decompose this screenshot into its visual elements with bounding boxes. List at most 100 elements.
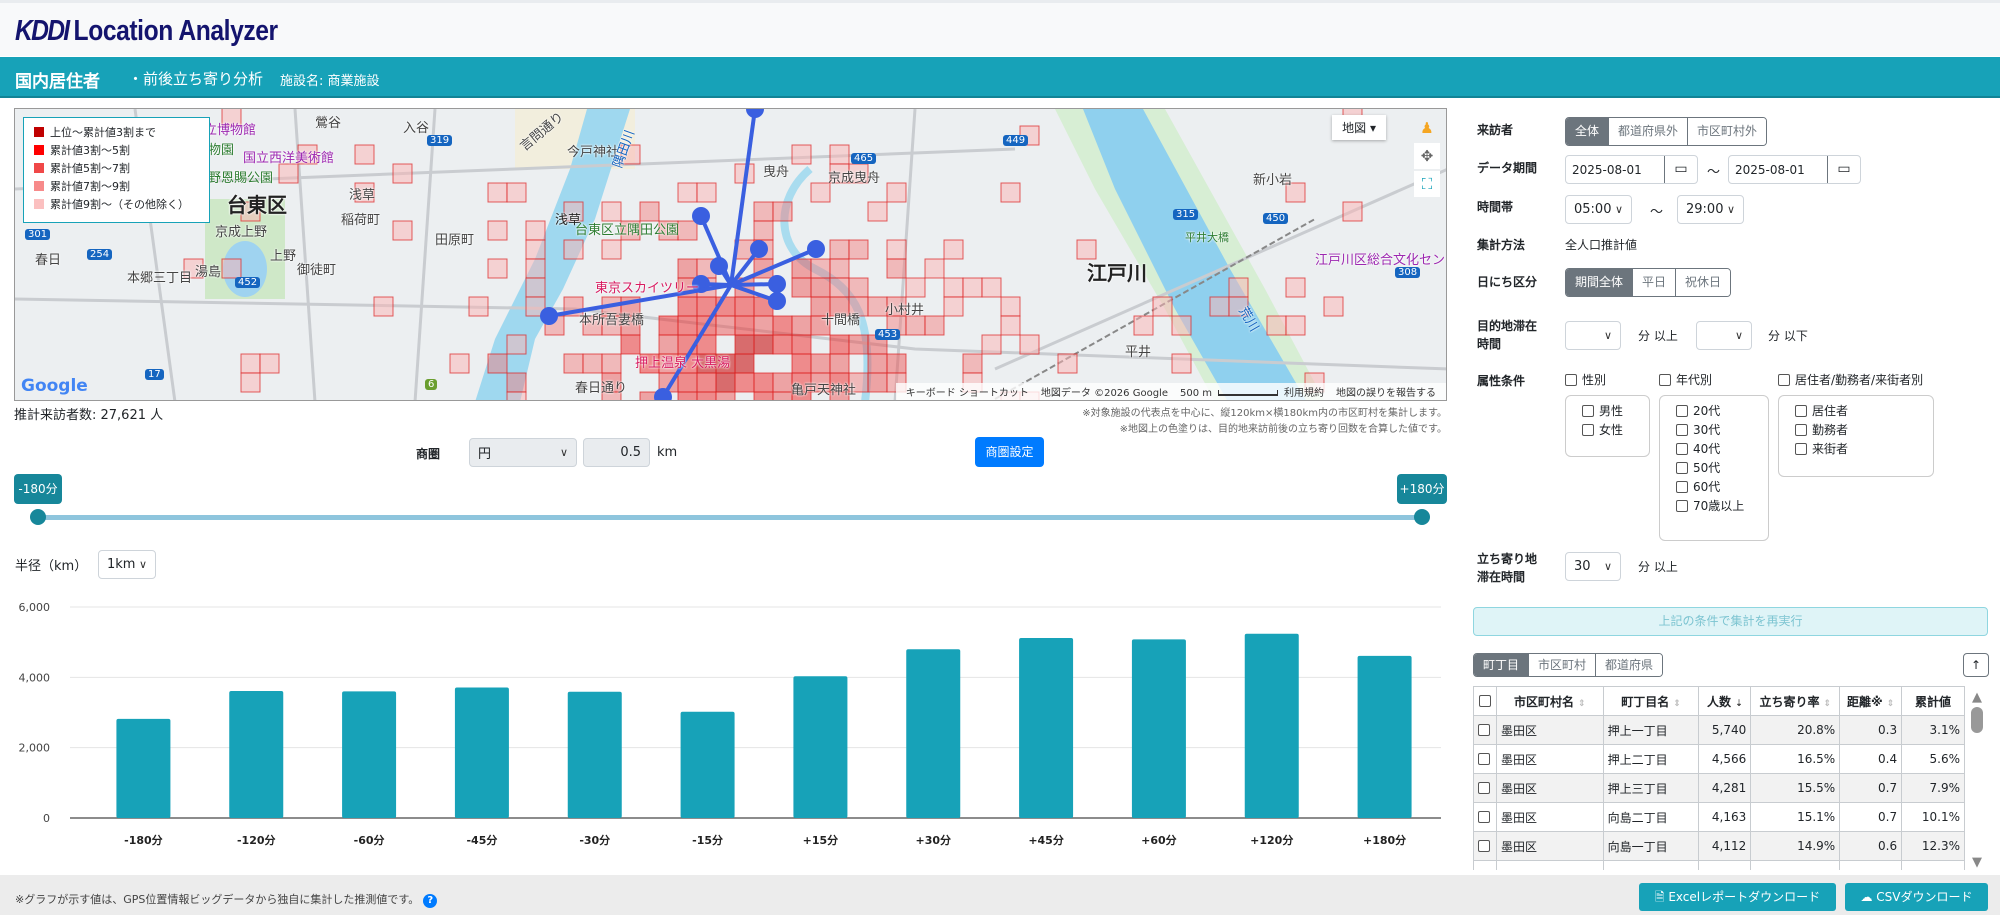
- flow-endpoint[interactable]: [654, 388, 672, 401]
- bar[interactable]: [1244, 633, 1299, 818]
- flow-endpoint[interactable]: [750, 240, 768, 258]
- calendar-icon[interactable]: ▭: [1827, 156, 1860, 183]
- resident-type-checkbox[interactable]: 居住者/勤務者/来街者別: [1778, 371, 1923, 390]
- bar[interactable]: [342, 691, 397, 818]
- time-from-select[interactable]: 05:00 ∨: [1565, 195, 1632, 224]
- age-20s-checkbox[interactable]: 20代: [1676, 402, 1768, 421]
- column-header[interactable]: 人数 ⇣: [1698, 686, 1752, 716]
- age-30s-checkbox[interactable]: 30代: [1676, 421, 1768, 440]
- excel-download-button[interactable]: 🗎 Excelレポートダウンロード: [1639, 883, 1836, 911]
- report-error-link[interactable]: 地図の誤りを報告する: [1336, 388, 1436, 399]
- bar[interactable]: [1357, 655, 1412, 818]
- bar[interactable]: [1131, 639, 1186, 818]
- checkbox[interactable]: [1565, 374, 1577, 386]
- scrollbar-thumb[interactable]: [1971, 707, 1983, 733]
- table-row[interactable]: 墨田区 向島一丁目 4,112 14.9% 0.6 12.3%: [1473, 831, 1965, 861]
- row-checkbox[interactable]: [1473, 744, 1497, 774]
- age-60s-checkbox[interactable]: 60代: [1676, 478, 1768, 497]
- age-70plus-checkbox[interactable]: 70歳以上: [1676, 497, 1768, 516]
- table-row[interactable]: 墨田区 押上三丁目 4,281 15.5% 0.7 7.9%: [1473, 773, 1965, 803]
- trade-area-set-button[interactable]: 商圏設定: [975, 437, 1044, 467]
- visitor-checkbox[interactable]: 来街者: [1795, 440, 1933, 459]
- pegman-icon[interactable]: ♟: [1420, 119, 1434, 137]
- row-checkbox[interactable]: [1473, 802, 1497, 832]
- period-from-input[interactable]: 2025-08-01 ▭: [1565, 155, 1698, 184]
- keyboard-shortcuts-link[interactable]: キーボード ショートカット: [905, 388, 1029, 399]
- table-row[interactable]: [1473, 860, 1965, 870]
- tab-city[interactable]: 市区町村: [1528, 654, 1596, 676]
- bar[interactable]: [1019, 637, 1074, 818]
- slider-min-handle[interactable]: [30, 509, 46, 525]
- map[interactable]: 上位～累計値3割まで 累計値3割～5割 累計値5割～7割 累計値7割～9割 累計…: [14, 108, 1447, 401]
- csv-download-button[interactable]: ☁ CSVダウンロード: [1845, 883, 1988, 911]
- row-checkbox[interactable]: [1473, 715, 1497, 745]
- flow-endpoint[interactable]: [746, 109, 764, 118]
- column-header[interactable]: 町丁目名 ⇕: [1602, 686, 1700, 716]
- help-icon[interactable]: ?: [423, 894, 438, 908]
- checkbox[interactable]: [1778, 374, 1790, 386]
- table-row[interactable]: 墨田区 押上二丁目 4,566 16.5% 0.4 5.6%: [1473, 744, 1965, 774]
- worker-checkbox[interactable]: 勤務者: [1795, 421, 1933, 440]
- gender-female-checkbox[interactable]: 女性: [1582, 421, 1649, 440]
- time-to-select[interactable]: 29:00 ∨: [1677, 195, 1744, 224]
- app-logo[interactable]: KDDI Location Analyzer: [15, 15, 278, 48]
- gender-male-checkbox[interactable]: 男性: [1582, 402, 1649, 421]
- visitor-option-all[interactable]: 全体: [1566, 118, 1609, 145]
- map-type-button[interactable]: 地図 ▾: [1332, 115, 1386, 140]
- select-all-checkbox[interactable]: [1473, 686, 1497, 716]
- stay-min-select[interactable]: ∨: [1565, 321, 1621, 350]
- resident-checkbox[interactable]: 居住者: [1795, 402, 1933, 421]
- scroll-down-icon[interactable]: ▼: [1972, 855, 1982, 870]
- trade-area-shape-select[interactable]: 円 ∨: [469, 438, 577, 467]
- bar[interactable]: [906, 649, 961, 818]
- bar[interactable]: [229, 691, 284, 818]
- flow-endpoint[interactable]: [540, 307, 558, 325]
- column-header[interactable]: 立ち寄り率 ⇕: [1750, 686, 1841, 716]
- flow-endpoint[interactable]: [768, 292, 786, 310]
- camera-control-icon[interactable]: ✥: [1414, 143, 1440, 169]
- age-40s-checkbox[interactable]: 40代: [1676, 440, 1768, 459]
- flow-endpoint[interactable]: [692, 207, 710, 225]
- flow-endpoint[interactable]: [710, 257, 728, 275]
- age-50s-checkbox[interactable]: 50代: [1676, 459, 1768, 478]
- table-row[interactable]: 墨田区 押上一丁目 5,740 20.8% 0.3 3.1%: [1473, 715, 1965, 745]
- time-range-slider[interactable]: [38, 515, 1422, 520]
- bar[interactable]: [680, 711, 735, 818]
- bar[interactable]: [793, 676, 848, 818]
- stopover-select[interactable]: 30 ∨: [1565, 552, 1621, 581]
- checkbox[interactable]: [1659, 374, 1671, 386]
- visitor-option-outside-city[interactable]: 市区町村外: [1687, 118, 1767, 145]
- day-option-weekday[interactable]: 平日: [1632, 269, 1676, 296]
- bar[interactable]: [116, 718, 171, 818]
- period-to-input[interactable]: 2025-08-01 ▭: [1728, 155, 1861, 184]
- calendar-icon[interactable]: ▭: [1664, 156, 1697, 183]
- scroll-top-button[interactable]: ↑: [1963, 653, 1989, 677]
- tab-prefecture[interactable]: 都道府県: [1595, 654, 1663, 676]
- column-header[interactable]: 累計値: [1901, 686, 1965, 716]
- day-option-holiday[interactable]: 祝休日: [1675, 269, 1731, 296]
- flow-endpoint[interactable]: [807, 240, 825, 258]
- trade-area-radius-input[interactable]: 0.5: [583, 438, 650, 467]
- bar[interactable]: [454, 687, 509, 818]
- radius-select[interactable]: 1km ∨: [98, 550, 156, 579]
- column-header[interactable]: 距離※ ⇕: [1839, 686, 1903, 716]
- gender-checkbox[interactable]: 性別: [1565, 371, 1606, 390]
- terms-link[interactable]: 利用規約: [1284, 388, 1324, 399]
- fullscreen-icon[interactable]: ⛶: [1414, 171, 1440, 197]
- age-checkbox[interactable]: 年代別: [1659, 371, 1712, 390]
- row-checkbox[interactable]: [1473, 831, 1497, 861]
- visitor-option-outside-prefecture[interactable]: 都道府県外: [1608, 118, 1688, 145]
- table-row[interactable]: 墨田区 向島二丁目 4,163 15.1% 0.7 10.1%: [1473, 802, 1965, 832]
- slider-max-handle[interactable]: [1414, 509, 1430, 525]
- table-scrollbar[interactable]: ▲ ▼: [1967, 690, 1987, 870]
- day-option-all[interactable]: 期間全体: [1566, 269, 1633, 296]
- tab-town[interactable]: 町丁目: [1474, 654, 1529, 676]
- heatmap-cell: [867, 201, 888, 222]
- stay-max-select[interactable]: ∨: [1696, 321, 1752, 350]
- flow-endpoint[interactable]: [768, 275, 786, 293]
- row-checkbox[interactable]: [1473, 773, 1497, 803]
- bar[interactable]: [567, 691, 622, 818]
- column-header[interactable]: 市区町村名 ⇕: [1495, 686, 1604, 716]
- scroll-up-icon[interactable]: ▲: [1972, 690, 1982, 705]
- rerun-button[interactable]: 上記の条件で集計を再実行: [1473, 607, 1988, 636]
